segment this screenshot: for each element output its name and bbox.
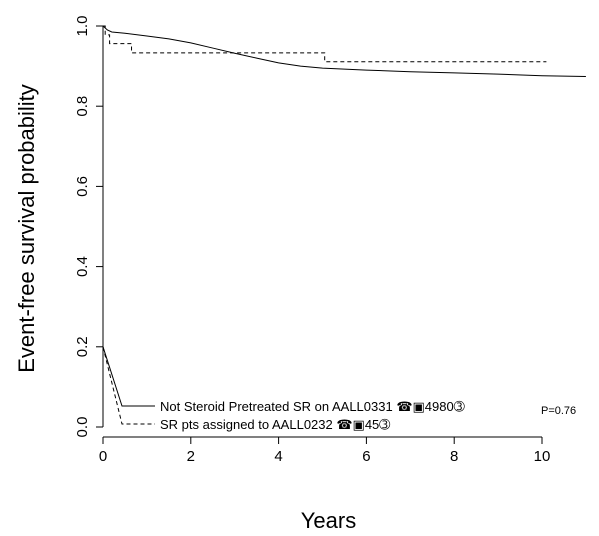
x-tick-label: 10 [534,448,551,465]
series-line-2 [103,25,547,63]
x-axis-label: Years [301,508,356,533]
y-axis-ticks: 0.0 0.2 0.4 0.6 0.8 1.0 [74,16,103,438]
y-tick-label: 0.4 [74,256,91,277]
x-tick-label: 0 [99,448,107,465]
plot-frame [102,26,542,438]
y-tick-label: 1.0 [74,16,91,37]
legend-key-series-1 [102,346,155,407]
legend-key-series-2 [102,346,155,425]
y-tick-label: 0.8 [74,96,91,117]
y-tick-label: 0.6 [74,176,91,197]
x-tick-label: 4 [274,448,282,465]
series-line-1 [102,25,586,78]
y-tick-label: 0.2 [74,336,91,357]
x-tick-label: 6 [362,448,370,465]
x-tick-label: 2 [187,448,195,465]
p-value-annotation: P=0.76 [541,405,576,417]
y-axis-label: Event-free survival probability [14,84,39,373]
y-tick-label: 0.0 [74,417,91,438]
legend-label-series-1: Not Steroid Pretreated SR on AALL0331 ☎▣… [160,399,465,414]
x-tick-label: 8 [450,448,458,465]
legend: Not Steroid Pretreated SR on AALL0331 ☎▣… [102,346,465,432]
legend-label-series-2: SR pts assigned to AALL0232 ☎▣45➂ [160,417,390,432]
series-layer [102,25,586,78]
x-axis-ticks: 0 2 4 6 8 10 [99,437,551,465]
